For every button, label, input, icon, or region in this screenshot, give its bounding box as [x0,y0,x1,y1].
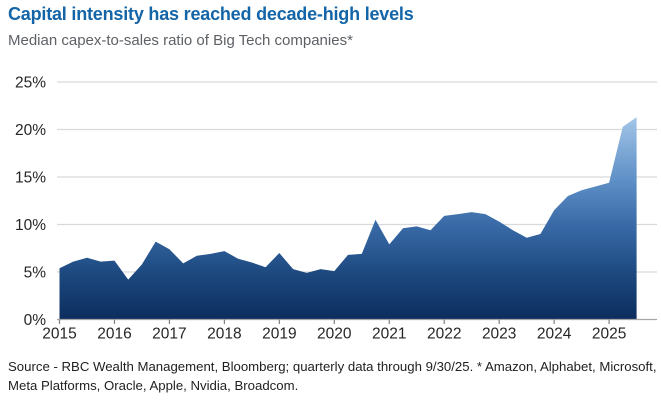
x-tick-label-2015: 2015 [42,326,76,343]
y-tick-label-20%: 20% [15,122,46,139]
x-axis-labels: 2015 2016 2017 2018 2019 2020 2021 2022 2023 2024… [42,326,626,343]
x-axis [57,318,657,324]
y-tick-label-25%: 25% [15,75,46,92]
chart-subtitle: Median capex-to-sales ratio of Big Tech … [8,32,353,49]
x-tick-label-2017: 2017 [152,326,186,343]
y-axis-labels: 0% 5% 10% 15% 20% 25% [15,75,46,330]
y-tick-label-5%: 5% [24,265,47,282]
x-tick-label-2022: 2022 [427,326,461,343]
x-tick-label-2018: 2018 [207,326,241,343]
x-tick-label-2023: 2023 [482,326,516,343]
y-tick-label-15%: 15% [15,170,46,187]
x-tick-label-2020: 2020 [317,326,352,343]
x-tick-label-2019: 2019 [262,326,296,343]
x-tick-label-2024: 2024 [537,326,572,343]
chart-title: Capital intensity has reached decade-hig… [8,4,414,24]
source-note: Source - RBC Wealth Management, Bloomber… [8,359,657,393]
x-tick-label-2021: 2021 [372,326,406,343]
capex-ratio-area [59,117,637,320]
area-series [59,117,637,320]
x-tick-label-2016: 2016 [97,326,131,343]
y-tick-label-10%: 10% [15,217,46,234]
x-tick-label-2025: 2025 [592,326,626,343]
y-tick-label-0%: 0% [24,312,47,329]
